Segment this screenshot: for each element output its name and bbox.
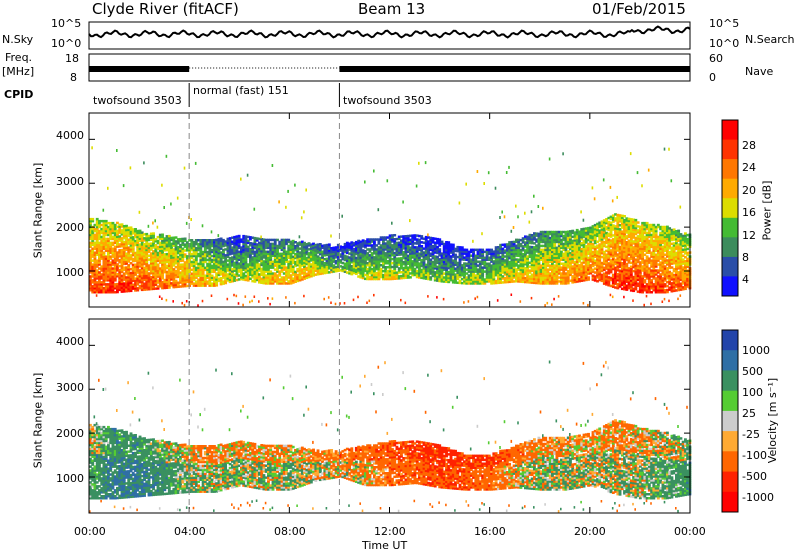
velocity-cbar-tick-m100: -100 [742, 449, 767, 462]
velocity-colorbar-frame [721, 329, 739, 513]
power-colorbar-swatch-6 [722, 237, 738, 258]
velocity-ytick-4000: 4000 [56, 335, 84, 348]
xtick-5: 20:00 [574, 525, 606, 538]
velocity-ytick-2000: 2000 [56, 427, 84, 440]
noise-trace [88, 25, 691, 39]
station-title: Clyde River (fitACF) [92, 0, 239, 18]
velocity-cbar-tick-m1000: -1000 [742, 491, 774, 504]
cpid-segment-1: twofsound 3503 [93, 94, 182, 107]
freq-trace-segment-1 [89, 66, 190, 72]
velocity-cbar-tick-25: 25 [742, 407, 756, 420]
power-cbar-tick-4: 4 [742, 273, 749, 286]
power-ytick-3000: 3000 [56, 175, 84, 188]
velocity-colorbar-swatch-7 [722, 471, 738, 493]
freq-left-tick-top: 18 [65, 52, 79, 65]
power-colorbar-swatch-2 [722, 159, 738, 180]
velocity-colorbar-swatch-2 [722, 370, 738, 392]
noise-left-tick-bottom: 10^0 [51, 37, 82, 50]
xtick-3: 12:00 [374, 525, 406, 538]
cpid-segment-2: normal (fast) 151 [193, 84, 289, 97]
velocity-cbar-tick-100: 100 [742, 386, 763, 399]
beam-title: Beam 13 [358, 0, 426, 18]
power-ytick-4000: 4000 [56, 129, 84, 142]
power-ytick-1000: 1000 [56, 266, 84, 279]
power-colorbar-frame [721, 119, 739, 297]
velocity-ytick-3000: 3000 [56, 381, 84, 394]
velocity-colorbar-swatch-0 [722, 330, 738, 351]
velocity-cbar-tick-m25: -25 [742, 428, 760, 441]
velocity-cbar-tick-1000: 1000 [742, 344, 770, 357]
noise-sky-label: N.Sky [2, 33, 34, 46]
velocity-colorbar-swatch-4 [722, 410, 738, 432]
velocity-ytick-1000: 1000 [56, 472, 84, 485]
freq-unit-label: [MHz] [2, 65, 35, 78]
velocity-colorbar-swatch-8 [722, 491, 738, 513]
nave-label: Nave [745, 65, 774, 78]
noise-right-tick-top: 10^5 [709, 17, 740, 30]
power-cbar-tick-16: 16 [742, 206, 756, 219]
power-colorbar-swatch-0 [722, 120, 738, 141]
freq-left-tick-bottom: 8 [70, 71, 77, 84]
power-colorbar-swatch-3 [722, 178, 738, 199]
power-cbar-tick-24: 24 [742, 161, 756, 174]
velocity-colorbar-swatch-6 [722, 451, 738, 472]
power-cbar-tick-28: 28 [742, 139, 756, 152]
xtick-0: 00:00 [74, 525, 106, 538]
power-colorbar-swatch-4 [722, 198, 738, 219]
date-title: 01/Feb/2015 [592, 0, 686, 18]
xtick-2: 08:00 [274, 525, 306, 538]
velocity-colorbar-swatch-3 [722, 390, 738, 412]
power-field [89, 146, 692, 307]
noise-right-tick-bottom: 10^0 [709, 37, 740, 50]
cpid-segment-3: twofsound 3503 [343, 94, 432, 107]
velocity-field [89, 360, 692, 513]
velocity-colorbar-swatch-5 [722, 431, 738, 452]
xlabel: Time UT [362, 539, 408, 552]
power-cbar-tick-12: 12 [742, 229, 756, 242]
velocity-cbar-tick-500: 500 [742, 365, 763, 378]
velocity-cbar-tick-m500: -500 [742, 470, 767, 483]
power-colorbar-swatch-7 [722, 256, 738, 277]
freq-label: Freq. [5, 51, 33, 64]
noise-search-label: N.Search [745, 33, 795, 46]
power-cbar-tick-8: 8 [742, 251, 749, 264]
xtick-6: 00:00 [674, 525, 706, 538]
freq-right-tick-bottom: 0 [709, 71, 716, 84]
cpid-label: CPID [4, 88, 34, 101]
power-cbar-tick-20: 20 [742, 184, 756, 197]
noise-panel-frame [88, 21, 691, 50]
power-ytick-2000: 2000 [56, 221, 84, 234]
power-colorbar-swatch-5 [722, 217, 738, 238]
xtick-4: 16:00 [474, 525, 506, 538]
freq-right-tick-top: 60 [709, 52, 723, 65]
xtick-1: 04:00 [174, 525, 206, 538]
power-colorbar-swatch-8 [722, 276, 738, 297]
power-colorbar-swatch-1 [722, 139, 738, 160]
velocity-colorbar-swatch-1 [722, 350, 738, 371]
freq-trace-segment-3 [339, 66, 690, 72]
noise-left-tick-top: 10^5 [51, 17, 82, 30]
